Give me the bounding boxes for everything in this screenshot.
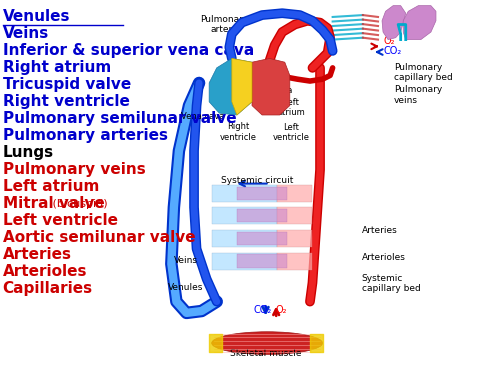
Text: Left
atrium: Left atrium — [277, 98, 305, 117]
Text: Systemic circuit: Systemic circuit — [221, 176, 293, 185]
Polygon shape — [237, 232, 287, 245]
Text: O₂: O₂ — [276, 305, 287, 315]
Text: Veins: Veins — [173, 256, 198, 265]
Text: Arteries: Arteries — [362, 226, 398, 235]
Polygon shape — [277, 230, 312, 247]
Text: Vena cava: Vena cava — [181, 112, 225, 121]
Text: Left
ventricle: Left ventricle — [273, 123, 310, 143]
Polygon shape — [277, 185, 312, 202]
Polygon shape — [212, 230, 277, 247]
Polygon shape — [209, 58, 252, 115]
Text: Tricuspid valve: Tricuspid valve — [3, 77, 131, 92]
Text: Right
ventricle: Right ventricle — [220, 122, 257, 142]
Text: Venules: Venules — [168, 283, 203, 292]
Text: Lungs: Lungs — [3, 145, 53, 160]
Text: Right atrium: Right atrium — [3, 60, 111, 75]
Text: Pulmonary semilunar valve: Pulmonary semilunar valve — [3, 111, 236, 126]
Polygon shape — [252, 58, 290, 115]
Polygon shape — [277, 253, 312, 270]
Text: Aorta: Aorta — [269, 86, 293, 95]
Text: Left atrium: Left atrium — [3, 179, 99, 194]
Polygon shape — [382, 6, 406, 40]
Text: Systemic
capillary bed: Systemic capillary bed — [362, 274, 421, 293]
Text: Arteries: Arteries — [3, 247, 72, 262]
Text: CO₂: CO₂ — [254, 305, 272, 315]
Text: Pulmonary
capillary bed: Pulmonary capillary bed — [394, 63, 453, 82]
Text: (bicuspid): (bicuspid) — [48, 199, 107, 208]
Text: Pulmonary veins: Pulmonary veins — [3, 162, 145, 177]
Text: Right ventricle: Right ventricle — [3, 94, 130, 109]
Ellipse shape — [212, 332, 323, 354]
Text: Arterioles: Arterioles — [3, 264, 87, 279]
Text: Arterioles: Arterioles — [362, 253, 406, 262]
Text: Pulmonary arteries: Pulmonary arteries — [3, 128, 167, 143]
Text: Pulmonary
veins: Pulmonary veins — [394, 85, 443, 105]
Text: Left ventricle: Left ventricle — [3, 213, 117, 228]
Polygon shape — [212, 253, 277, 270]
Text: O₂: O₂ — [383, 37, 395, 46]
Text: Mitral valve: Mitral valve — [3, 196, 104, 211]
Polygon shape — [232, 58, 252, 115]
Text: Inferior & superior vena cava: Inferior & superior vena cava — [3, 43, 254, 58]
Text: Pulmonary
artery: Pulmonary artery — [200, 15, 248, 34]
Polygon shape — [212, 207, 277, 224]
Polygon shape — [403, 6, 436, 40]
Text: Veins: Veins — [3, 26, 49, 41]
Polygon shape — [237, 187, 287, 200]
Text: Venules: Venules — [3, 9, 70, 25]
Text: Skeletal muscle: Skeletal muscle — [230, 349, 302, 358]
Text: Right atrium: Right atrium — [212, 93, 265, 103]
Text: CO₂: CO₂ — [383, 46, 401, 55]
Polygon shape — [277, 207, 312, 224]
Text: Capillaries: Capillaries — [3, 281, 93, 296]
Text: Aortic semilunar valve: Aortic semilunar valve — [3, 230, 195, 245]
Polygon shape — [237, 254, 287, 268]
Polygon shape — [237, 209, 287, 222]
Polygon shape — [212, 185, 277, 202]
